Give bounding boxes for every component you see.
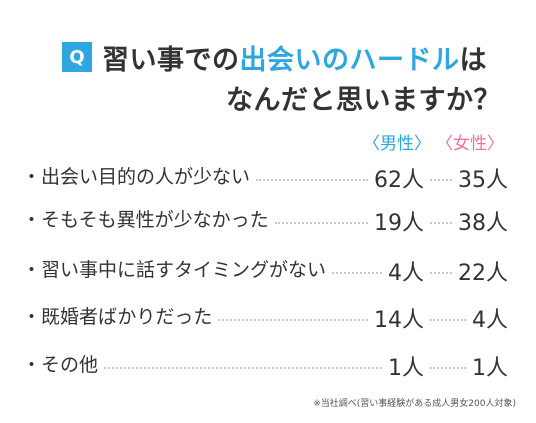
dotted-leader bbox=[332, 272, 382, 274]
row-label: ・習い事中に話すタイミングがない bbox=[22, 255, 331, 282]
row-label: ・既婚者ばかりだった bbox=[22, 302, 217, 329]
male-value: 14人 bbox=[374, 308, 424, 333]
male-value: 1人 bbox=[388, 356, 424, 381]
dotted-leader bbox=[430, 319, 466, 321]
female-value: 22人 bbox=[458, 261, 508, 286]
title-text-part1: 習い事での bbox=[102, 45, 240, 76]
male-value: 4人 bbox=[388, 261, 424, 286]
question-badge: Q bbox=[62, 42, 92, 72]
dotted-leader bbox=[430, 179, 452, 181]
title-text-highlight: 出会いのハードル bbox=[239, 45, 460, 76]
dotted-leader bbox=[256, 179, 368, 181]
row-label: ・出会い目的の人が少ない bbox=[22, 162, 255, 189]
table-row: ・習い事中に話すタイミングがない 4人 22人 bbox=[22, 255, 508, 286]
male-value: 62人 bbox=[374, 168, 424, 193]
title-line-2: なんだと思いますか？ bbox=[226, 85, 501, 116]
dotted-leader bbox=[275, 222, 368, 224]
legend-male: 〈男性〉 bbox=[363, 134, 431, 154]
footnote: ※当社調べ(習い事経験がある成人男女200人対象) bbox=[313, 399, 516, 409]
title-text-part2: は bbox=[459, 45, 487, 76]
table-row: ・既婚者ばかりだった 14人 4人 bbox=[22, 302, 508, 333]
table-row: ・その他 1人 1人 bbox=[22, 350, 508, 381]
dotted-leader bbox=[430, 272, 452, 274]
dotted-leader bbox=[430, 367, 466, 369]
table-row: ・出会い目的の人が少ない 62人 35人 bbox=[22, 162, 508, 193]
dotted-leader bbox=[430, 222, 452, 224]
dotted-leader bbox=[218, 319, 368, 321]
female-value: 4人 bbox=[472, 308, 508, 333]
male-value: 19人 bbox=[374, 211, 424, 236]
row-label: ・そもそも異性が少なかった bbox=[22, 205, 273, 232]
legend-female: 〈女性〉 bbox=[436, 134, 504, 154]
dotted-leader bbox=[104, 367, 382, 369]
table-row: ・そもそも異性が少なかった 19人 38人 bbox=[22, 205, 508, 236]
female-value: 1人 bbox=[472, 356, 508, 381]
female-value: 38人 bbox=[458, 211, 508, 236]
row-label: ・その他 bbox=[22, 350, 103, 377]
female-value: 35人 bbox=[458, 168, 508, 193]
title-line-1: 習い事での出会いのハードルは bbox=[102, 38, 487, 77]
